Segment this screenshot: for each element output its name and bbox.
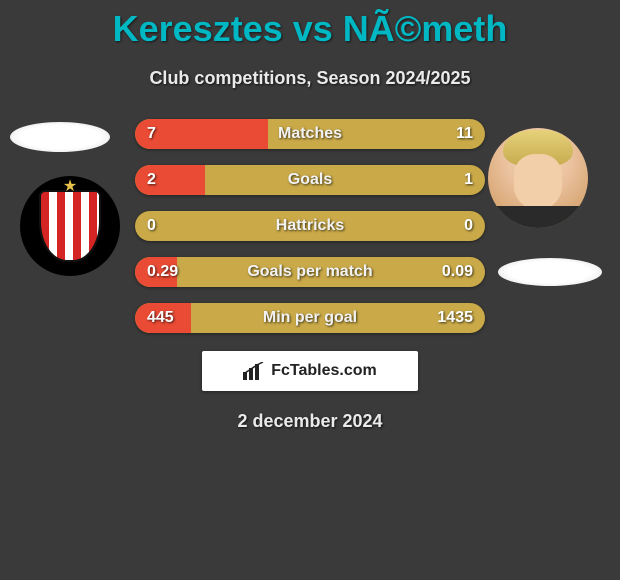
stat-value-left: 0	[147, 217, 156, 235]
stat-value-left: 445	[147, 309, 174, 327]
player-left-avatar	[10, 122, 110, 152]
stat-fill-left	[135, 165, 205, 195]
stat-label: Min per goal	[263, 309, 357, 327]
stat-label: Goals	[288, 171, 332, 189]
stat-value-left: 7	[147, 125, 156, 143]
brand-logo[interactable]: FcTables.com	[202, 351, 418, 391]
stat-label: Goals per match	[247, 263, 372, 281]
stat-value-left: 2	[147, 171, 156, 189]
stat-row: 0 Hattricks 0	[135, 211, 485, 241]
stat-row: 445 Min per goal 1435	[135, 303, 485, 333]
stat-value-right: 0	[464, 217, 473, 235]
snapshot-date: 2 december 2024	[0, 411, 620, 432]
player-right-club-badge	[498, 258, 602, 286]
stat-row: 0.29 Goals per match 0.09	[135, 257, 485, 287]
player-left-club-badge: ★	[20, 176, 120, 276]
stat-value-right: 1435	[437, 309, 473, 327]
bars-icon	[243, 362, 265, 380]
stat-value-right: 11	[456, 125, 473, 143]
brand-text: FcTables.com	[271, 362, 377, 380]
stat-label: Hattricks	[276, 217, 344, 235]
stat-row: 2 Goals 1	[135, 165, 485, 195]
comparison-subtitle: Club competitions, Season 2024/2025	[0, 68, 620, 89]
comparison-title: Keresztes vs NÃ©meth	[0, 0, 620, 50]
star-icon: ★	[63, 176, 77, 196]
stat-row: 7 Matches 11	[135, 119, 485, 149]
stat-value-right: 0.09	[442, 263, 473, 281]
stat-label: Matches	[278, 125, 342, 143]
player-right-avatar	[488, 128, 588, 228]
stat-value-left: 0.29	[147, 263, 178, 281]
stat-value-right: 1	[464, 171, 473, 189]
